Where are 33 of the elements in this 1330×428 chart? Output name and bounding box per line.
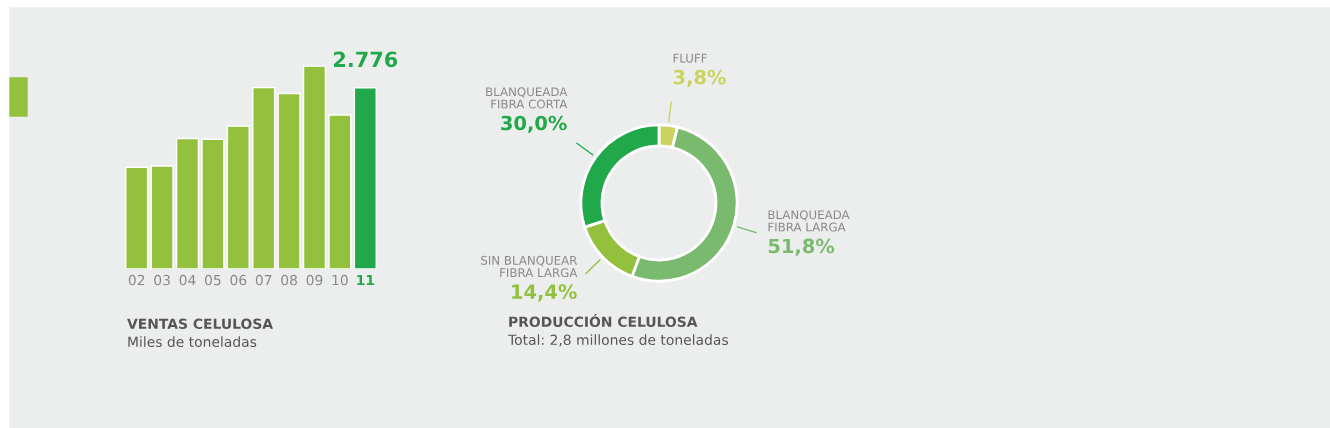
bar xyxy=(252,86,276,269)
text: PRODUCCIÓN CELULOSA xyxy=(509,313,698,328)
x-tick-label: 09 xyxy=(306,274,323,286)
data-label: 3,8% xyxy=(673,69,726,87)
data-label: 30,0% xyxy=(501,115,567,133)
data-label: 14,4% xyxy=(512,284,577,302)
x-tick-label: 02 xyxy=(128,274,145,286)
slice-label: BLANQUEADA FIBRA CORTA xyxy=(486,87,568,109)
bar xyxy=(226,125,250,269)
bar xyxy=(328,114,352,269)
x-tick-label: 03 xyxy=(154,274,170,286)
text: VENTAS CELULOSA xyxy=(127,318,273,330)
x-tick-label: 06 xyxy=(230,274,247,286)
bar xyxy=(175,137,200,269)
bar xyxy=(201,138,225,269)
x-tick-label: 05 xyxy=(204,274,221,286)
slice-label: BLANQUEADA FIBRA LARGA xyxy=(768,210,850,232)
x-tick-label: 04 xyxy=(179,274,196,286)
bar xyxy=(150,165,174,269)
x-tick-label: 11 xyxy=(357,274,375,286)
data-label: 51,8% xyxy=(768,238,835,256)
bar xyxy=(277,92,301,269)
slice-label: SIN BLANQUEAR FIBRA LARGA xyxy=(481,255,578,278)
bar xyxy=(125,166,149,269)
data-label: 2.776 xyxy=(334,51,398,68)
text: Miles de toneladas xyxy=(128,336,257,348)
bar xyxy=(302,65,327,269)
bar xyxy=(353,87,377,269)
x-tick-label: 07 xyxy=(255,274,272,286)
x-tick-label: 10 xyxy=(332,274,348,286)
text: Total: 2,8 millones de toneladas xyxy=(507,334,728,347)
slice-label: FLUFF xyxy=(673,53,707,63)
x-tick-label: 08 xyxy=(281,274,297,286)
